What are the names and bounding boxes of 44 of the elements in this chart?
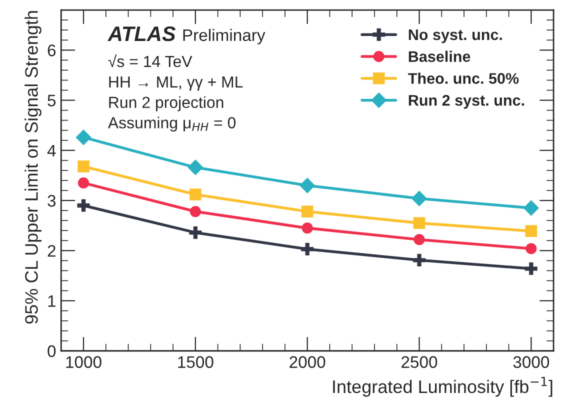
x-tick-label: 1500 [178, 356, 214, 368]
annotation: ATLAS [107, 26, 176, 42]
point [413, 217, 426, 229]
point [302, 222, 313, 234]
point [189, 226, 202, 239]
point [76, 129, 92, 146]
y-tick-label: 3 [48, 194, 56, 207]
y-tick-label: 2 [48, 245, 56, 257]
x-tick-label: 1000 [66, 356, 102, 368]
point [299, 178, 316, 194]
y-tick-label: 1 [48, 295, 56, 307]
annotation: Run 2 projection [109, 96, 224, 112]
y-tick-label: 6 [48, 44, 56, 56]
point [525, 225, 538, 237]
annotation: Assuming μ$_{HH}$ = 0 [108, 116, 236, 132]
x-tick-label: 2000 [290, 356, 326, 368]
y-tick-label: 5 [48, 94, 56, 106]
y-tick-label: 4 [47, 144, 56, 156]
point [78, 177, 90, 189]
legend-label: Run 2 syst. unc. [408, 94, 524, 109]
x-tick-label: 2500 [402, 356, 438, 368]
annotation: √s = 14 TeV [108, 54, 192, 68]
point [526, 243, 537, 254]
x-axis-title: Integrated Luminosity [fb$^{−1}$] [333, 376, 552, 397]
point [77, 199, 90, 212]
legend-label: Baseline [408, 50, 470, 62]
point [413, 254, 426, 266]
point [411, 190, 428, 206]
y-tick-label: 0 [48, 345, 56, 358]
annotation: HH → ML, γγ + ML [109, 76, 243, 91]
legend-label: No syst. unc. [408, 29, 502, 44]
y-axis-title: 95% CL Upper Limit on Signal Strength [24, 11, 42, 324]
point [414, 234, 425, 246]
point [301, 242, 314, 256]
point [523, 200, 540, 216]
point [190, 188, 202, 200]
annotation: Preliminary [183, 28, 266, 44]
point [524, 262, 538, 275]
point [78, 160, 90, 172]
point [190, 206, 201, 218]
x-tick-label: 3000 [513, 356, 550, 368]
point [188, 160, 204, 176]
point [301, 206, 314, 218]
legend-label: Theo. unc. 50% [408, 72, 519, 84]
